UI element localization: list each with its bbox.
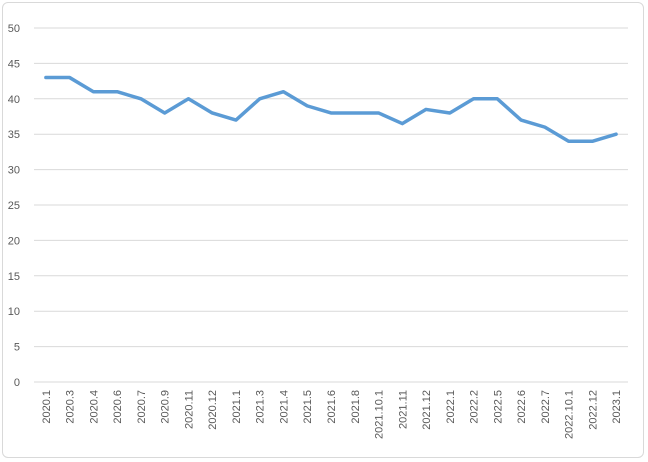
y-tick-label: 25 (8, 200, 20, 212)
y-tick-label: 30 (8, 165, 20, 177)
x-tick-label: 2021.3 (255, 390, 267, 424)
y-tick-label: 0 (14, 377, 20, 389)
y-tick-label: 35 (8, 129, 20, 141)
x-tick-label: 2023.1 (611, 390, 623, 424)
x-tick-label: 2021.12 (421, 390, 433, 430)
y-tick-label: 10 (8, 306, 20, 318)
x-tick-label: 2021.5 (302, 390, 314, 424)
y-tick-label: 15 (8, 271, 20, 283)
x-tick-label: 2021.1 (231, 390, 243, 424)
x-tick-label: 2020.4 (88, 390, 100, 424)
x-tick-label: 2022.5 (492, 390, 504, 424)
series-line (44, 75, 618, 144)
x-axis-tick-labels: 2020.1 2020.3 2020.4 2020.6 2020.7 2020.9 2020… (41, 390, 623, 439)
x-tick-label: 2021.8 (350, 390, 362, 424)
x-tick-label: 2020.1 (41, 390, 53, 424)
gridlines (34, 27, 628, 383)
x-tick-label: 2020.6 (112, 390, 124, 424)
x-tick-label: 2020.3 (65, 390, 77, 424)
x-tick-label: 2020.12 (207, 390, 219, 430)
x-tick-label: 2021.10.1 (374, 390, 386, 439)
x-tick-label: 2022.7 (540, 390, 552, 424)
x-tick-label: 2022.1 (445, 390, 457, 424)
y-tick-label: 40 (8, 94, 20, 106)
series-layer (44, 75, 618, 144)
x-tick-label: 2021.6 (326, 390, 338, 424)
x-tick-label: 2020.7 (136, 390, 148, 424)
y-tick-label: 45 (8, 58, 20, 70)
x-tick-label: 2022.10.1 (564, 390, 576, 439)
x-tick-label: 2021.11 (397, 390, 409, 429)
y-tick-label: 5 (14, 342, 20, 354)
y-tick-label: 20 (8, 235, 20, 247)
x-tick-label: 2020.11 (183, 390, 195, 429)
x-tick-label: 2022.2 (469, 390, 481, 424)
x-tick-label: 2020.9 (160, 390, 172, 424)
y-tick-label: 50 (8, 23, 20, 35)
y-axis-tick-labels: 0 5 10 15 20 25 30 35 40 45 50 (8, 23, 20, 389)
x-tick-label: 2022.12 (587, 390, 599, 430)
x-tick-label: 2022.6 (516, 390, 528, 424)
x-tick-label: 2021.4 (278, 390, 290, 424)
